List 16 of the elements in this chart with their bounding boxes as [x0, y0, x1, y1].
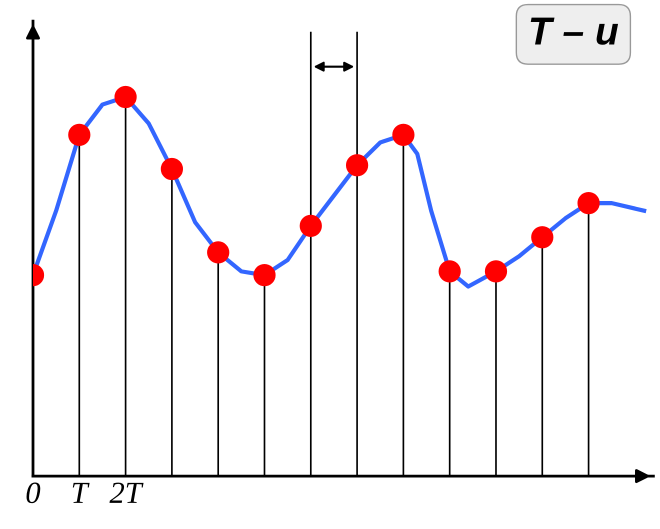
point — [253, 264, 276, 286]
text: T – и — [530, 18, 618, 45]
point — [346, 154, 368, 176]
point — [577, 192, 600, 214]
point — [160, 158, 184, 180]
point — [531, 226, 554, 248]
point — [392, 124, 414, 146]
x-tick-label: 2T — [109, 482, 144, 503]
point — [484, 260, 508, 282]
point — [207, 241, 230, 264]
point — [300, 214, 322, 237]
x-tick-label: T — [72, 482, 90, 503]
x-tick-label: 0 — [26, 482, 40, 504]
point — [114, 86, 137, 108]
point — [68, 124, 90, 146]
point — [438, 260, 461, 282]
